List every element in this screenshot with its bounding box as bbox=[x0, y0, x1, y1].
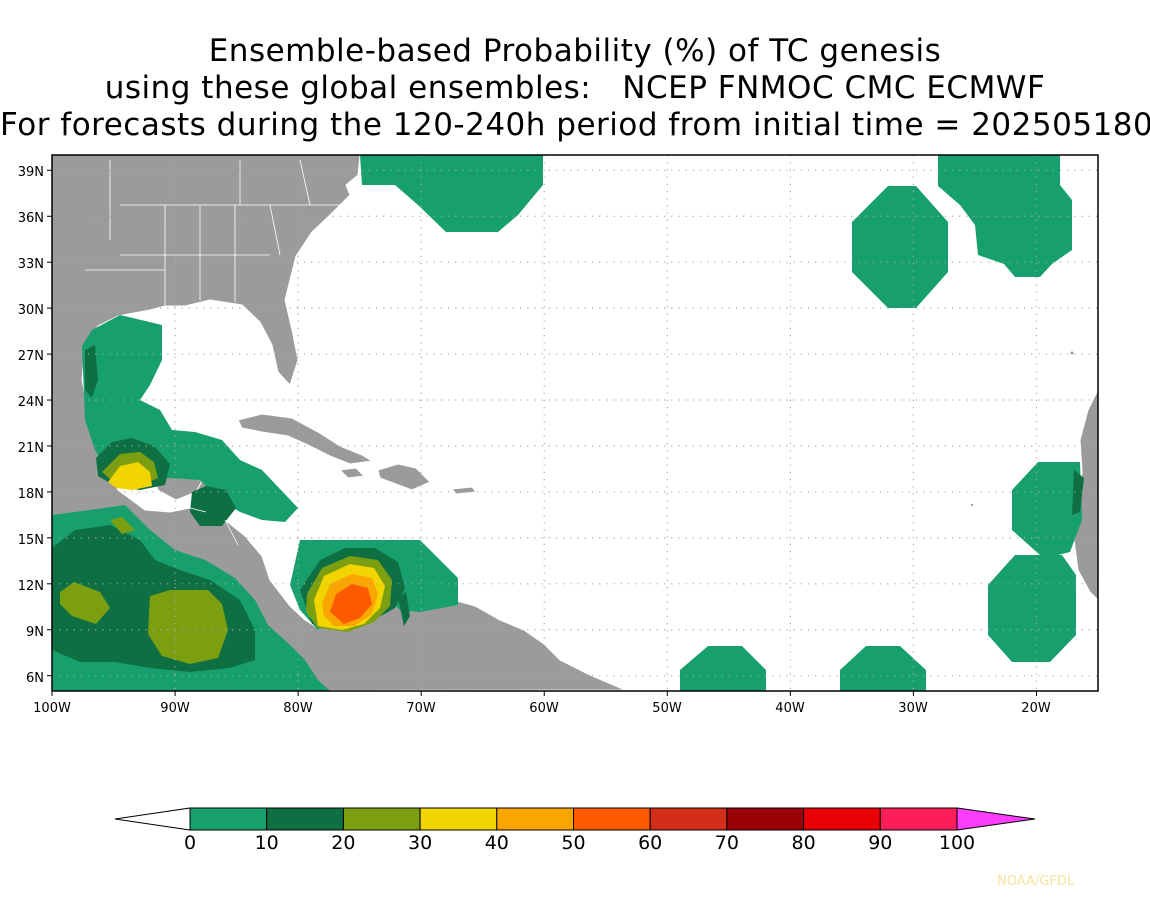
colorbar-boxes bbox=[189, 807, 958, 831]
lat-tick-label: 9N bbox=[26, 625, 44, 640]
colorbar-below-triangle bbox=[114, 807, 191, 831]
map-title-line-2: using these global ensembles: NCEP FNMOC… bbox=[104, 70, 1046, 106]
lat-tick-label: 30N bbox=[18, 303, 44, 318]
colorbar-level-label: 60 bbox=[638, 832, 662, 854]
colorbar-labels: 0 10 20 30 40 50 60 70 80 90 100 bbox=[184, 832, 975, 854]
lat-tick-label: 33N bbox=[18, 257, 44, 272]
lat-tick-label: 21N bbox=[18, 441, 44, 456]
colorbar-above-triangle bbox=[956, 807, 1036, 831]
colorbar-level-label: 50 bbox=[561, 832, 585, 854]
colorbar-box bbox=[419, 807, 498, 831]
colorbar-box bbox=[189, 807, 268, 831]
colorbar-box bbox=[726, 807, 805, 831]
lon-tick-label: 100W bbox=[33, 701, 71, 716]
lat-tick-label: 39N bbox=[18, 165, 44, 180]
lat-tick-label: 18N bbox=[18, 487, 44, 502]
lat-tick-label: 27N bbox=[18, 349, 44, 364]
colorbar-box bbox=[879, 807, 958, 831]
land-cuba bbox=[237, 413, 374, 465]
colorbar-box bbox=[649, 807, 728, 831]
land-hispaniola bbox=[377, 463, 431, 491]
colorbar-level-label: 90 bbox=[868, 832, 892, 854]
lon-tick-label: 50W bbox=[652, 701, 682, 716]
colorbar-box bbox=[573, 807, 651, 831]
colorbar-level-label: 70 bbox=[715, 832, 739, 854]
map-title-line-3: For forecasts during the 120-240h period… bbox=[0, 107, 1150, 143]
land-jamaica bbox=[338, 467, 366, 479]
map-plot-area bbox=[52, 155, 1098, 691]
lon-tick-label: 20W bbox=[1021, 701, 1051, 716]
lon-tick-label: 90W bbox=[160, 701, 190, 716]
land-canary-islands bbox=[1069, 350, 1075, 356]
colorbar-level-label: 40 bbox=[485, 832, 509, 854]
contour-50-60 bbox=[330, 584, 372, 624]
lat-tick-label: 12N bbox=[18, 579, 44, 594]
lon-tick-label: 30W bbox=[898, 701, 928, 716]
colorbar-level-label: 100 bbox=[939, 832, 975, 854]
colorbar-box bbox=[342, 807, 421, 831]
lon-tick-label: 40W bbox=[775, 701, 805, 716]
lon-tick-label: 70W bbox=[406, 701, 436, 716]
lat-axis-labels: 6N 9N 12N 15N 18N 21N 24N 27N 30N 33N 36… bbox=[18, 165, 44, 686]
map-frame bbox=[51, 154, 1099, 692]
map-title-line-1: Ensemble-based Probability (%) of TC gen… bbox=[208, 33, 942, 69]
axis-ticks bbox=[47, 169, 1037, 696]
colorbar: 0 10 20 30 40 50 60 70 80 90 100 bbox=[114, 807, 1036, 854]
lat-lon-grid bbox=[52, 155, 1098, 691]
credit-label: NOAA/GFDL bbox=[997, 874, 1075, 889]
colorbar-level-label: 10 bbox=[255, 832, 279, 854]
colorbar-box bbox=[803, 807, 881, 831]
colorbar-box bbox=[266, 807, 344, 831]
lat-tick-label: 24N bbox=[18, 395, 44, 410]
colorbar-level-label: 20 bbox=[331, 832, 355, 854]
colorbar-level-label: 80 bbox=[792, 832, 816, 854]
colorbar-level-label: 0 bbox=[184, 832, 196, 854]
lon-axis-labels: 100W 90W 80W 70W 60W 50W 40W 30W 20W bbox=[33, 701, 1051, 716]
lon-tick-label: 80W bbox=[283, 701, 313, 716]
lon-tick-label: 60W bbox=[529, 701, 559, 716]
colorbar-box bbox=[496, 807, 574, 831]
lat-tick-label: 6N bbox=[26, 671, 44, 686]
lat-tick-label: 15N bbox=[18, 533, 44, 548]
colorbar-level-label: 30 bbox=[408, 832, 432, 854]
probability-contours bbox=[52, 155, 1084, 691]
political-borders bbox=[85, 159, 350, 557]
lat-tick-label: 36N bbox=[18, 211, 44, 226]
land-cape-verde bbox=[969, 502, 975, 508]
